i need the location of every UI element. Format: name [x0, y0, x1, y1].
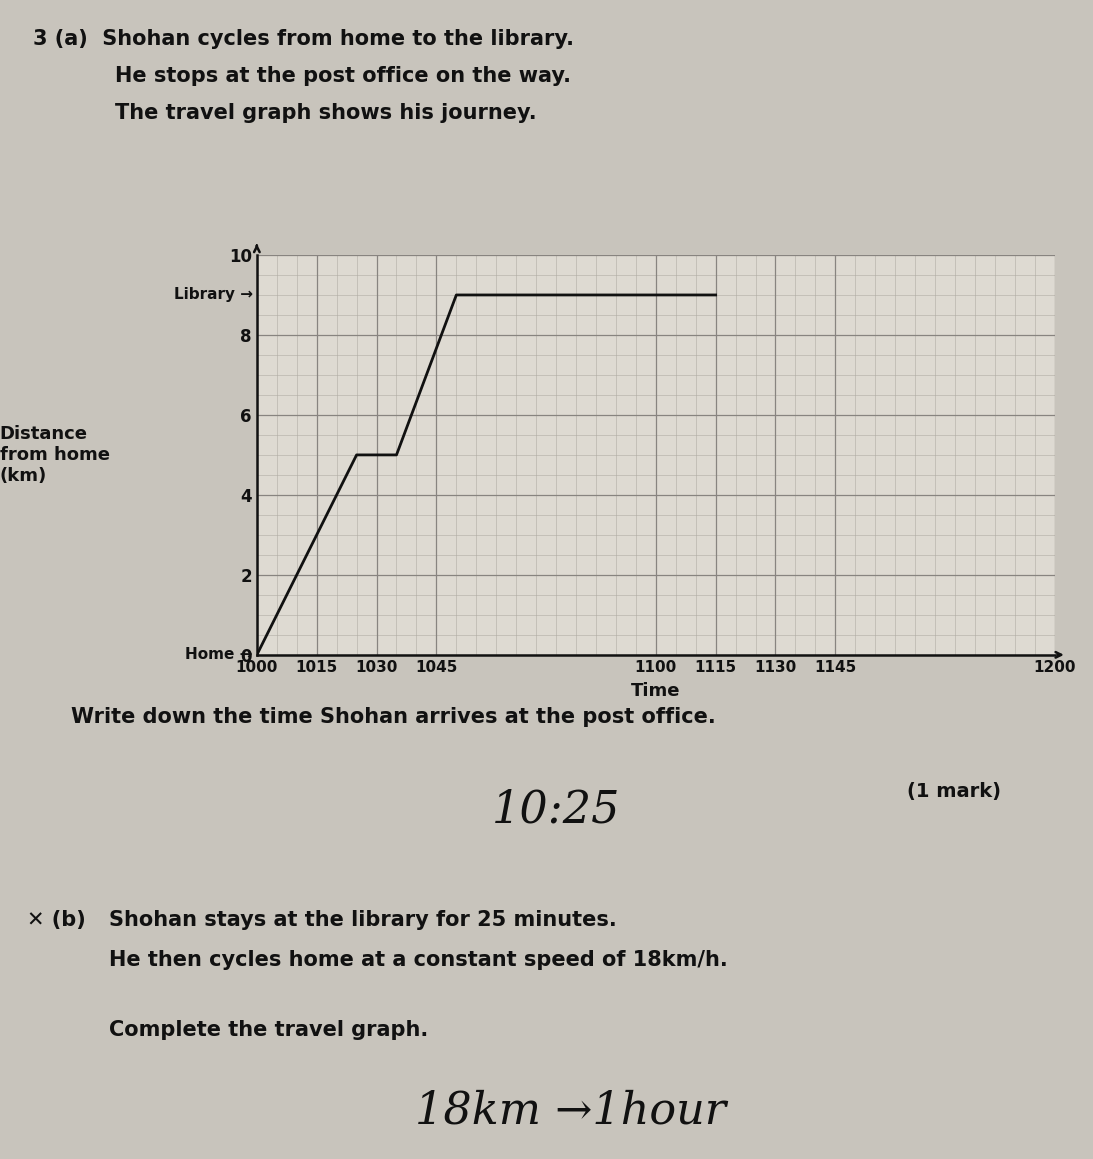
Text: Write down the time Shohan arrives at the post office.: Write down the time Shohan arrives at th…	[71, 707, 716, 727]
X-axis label: Time: Time	[631, 681, 681, 700]
Text: Library →: Library →	[174, 287, 252, 302]
Text: He stops at the post office on the way.: He stops at the post office on the way.	[115, 66, 571, 86]
Text: Home →: Home →	[186, 648, 252, 662]
Text: 3 (a)  Shohan cycles from home to the library.: 3 (a) Shohan cycles from home to the lib…	[33, 29, 574, 49]
Text: Complete the travel graph.: Complete the travel graph.	[109, 1020, 428, 1040]
Text: Distance
from home
(km): Distance from home (km)	[0, 425, 109, 484]
Text: He then cycles home at a constant speed of 18km/h.: He then cycles home at a constant speed …	[109, 950, 728, 970]
Text: The travel graph shows his journey.: The travel graph shows his journey.	[115, 103, 537, 123]
Text: ✕ (b): ✕ (b)	[27, 910, 86, 930]
Text: (1 mark): (1 mark)	[907, 782, 1001, 801]
Text: 18km →1hour: 18km →1hour	[415, 1089, 727, 1132]
Text: 10:25: 10:25	[492, 788, 621, 831]
Text: Shohan stays at the library for 25 minutes.: Shohan stays at the library for 25 minut…	[109, 910, 618, 930]
